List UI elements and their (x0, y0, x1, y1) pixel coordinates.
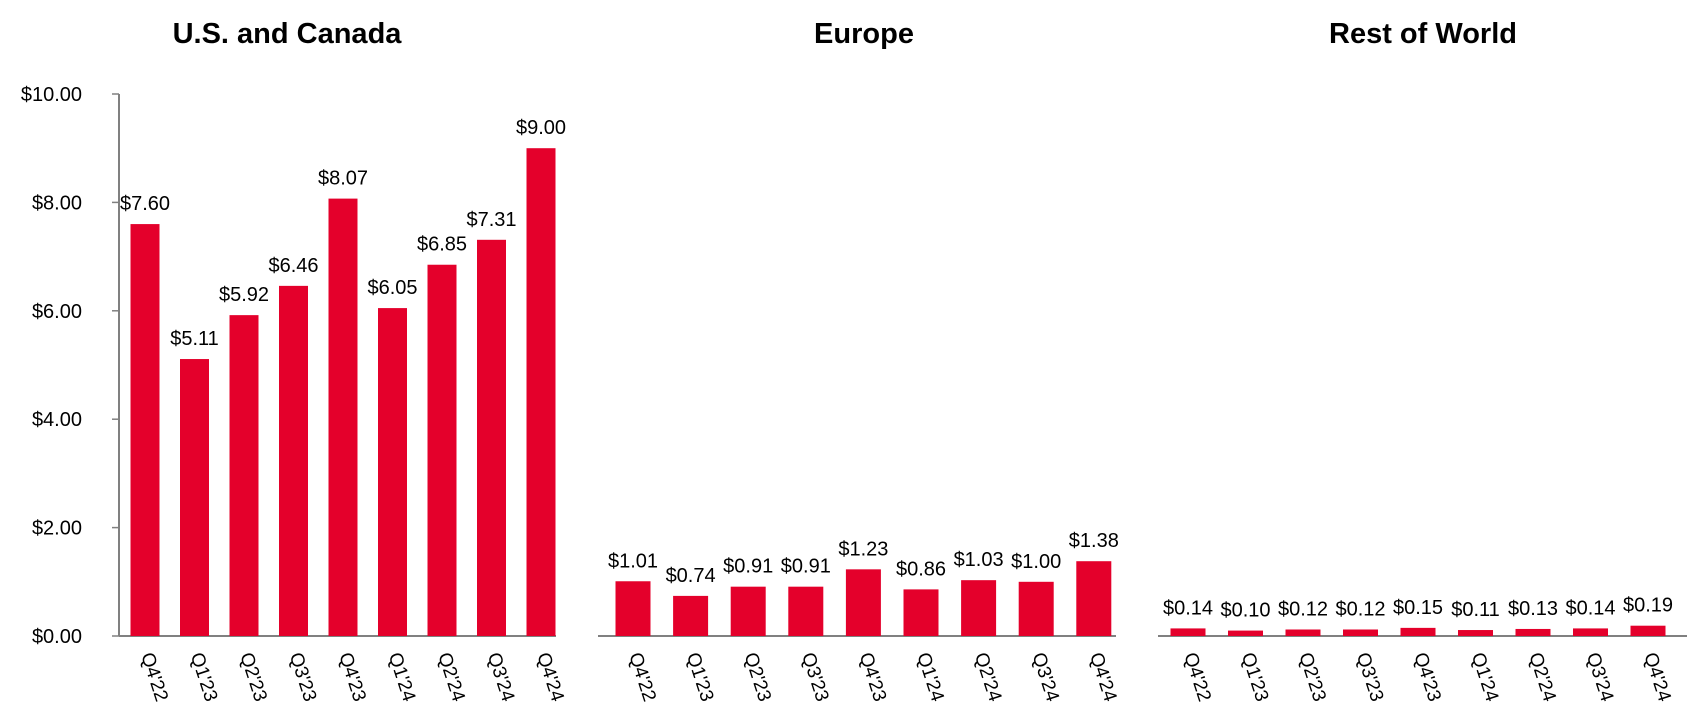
x-tick-label: Q2'23 (1294, 650, 1329, 704)
data-label: $0.12 (1278, 598, 1328, 620)
data-label: $1.38 (1069, 530, 1119, 552)
bar (1400, 627, 1436, 636)
bar (1170, 628, 1206, 636)
x-tick-label: Q1'24 (384, 650, 420, 705)
bar (1076, 561, 1112, 636)
data-label: $0.19 (1623, 595, 1673, 617)
x-tick-label: Q4'23 (334, 650, 369, 704)
x-tick-label: Q1'23 (186, 650, 221, 704)
bar (180, 359, 209, 636)
data-label: $1.00 (1011, 551, 1061, 573)
bar (615, 581, 651, 636)
x-tick-label: Q1'24 (1467, 650, 1503, 705)
y-tick-label: $0.00 (32, 626, 82, 648)
x-tick-label: Q3'23 (1352, 650, 1387, 704)
bar (1573, 628, 1608, 636)
bar (961, 580, 997, 636)
y-tick-label: $2.00 (32, 518, 82, 540)
x-tick-label: Q2'23 (739, 650, 774, 704)
bar (328, 198, 358, 636)
x-tick-label: Q4'23 (1409, 650, 1444, 704)
x-tick-label: Q3'23 (797, 650, 832, 704)
data-label: $8.07 (318, 168, 368, 190)
x-tick-label: Q4'23 (855, 650, 890, 704)
x-tick-label: Q4'22 (1179, 650, 1214, 704)
data-label: $0.14 (1565, 597, 1615, 619)
x-tick-label: Q2'24 (1524, 650, 1560, 705)
data-label: $5.11 (170, 328, 219, 350)
data-label: $9.00 (516, 117, 566, 139)
bar (1285, 629, 1321, 636)
data-label: $5.92 (219, 284, 269, 306)
data-label: $0.11 (1451, 599, 1500, 621)
x-tick-label: Q1'23 (1237, 650, 1272, 704)
bar (1630, 625, 1666, 636)
x-tick-label: Q4'24 (532, 650, 568, 705)
data-label: $0.15 (1393, 597, 1443, 619)
x-tick-label: Q4'22 (136, 650, 171, 704)
bar (229, 315, 259, 636)
data-label: $0.86 (896, 558, 946, 580)
bar (1458, 630, 1493, 636)
bar (477, 239, 506, 636)
bar (526, 148, 556, 636)
data-label: $0.91 (723, 556, 773, 578)
x-tick-label: Q3'24 (1027, 650, 1063, 705)
bar (1018, 581, 1054, 636)
data-label: $0.91 (781, 556, 831, 578)
bar (1343, 629, 1378, 636)
data-label: $6.05 (367, 277, 417, 299)
bar (130, 224, 160, 636)
x-tick-label: Q3'23 (285, 650, 320, 704)
y-tick-label: $10.00 (21, 84, 82, 106)
data-label: $0.12 (1335, 598, 1385, 620)
data-label: $7.60 (120, 193, 170, 215)
x-tick-label: Q1'23 (682, 650, 717, 704)
chart-panel-1: U.S. and Canada $7.60 Q4'22 $5.11 Q1'23 $5.92… (119, 18, 568, 705)
bar (730, 586, 766, 636)
data-label: $6.85 (417, 234, 467, 256)
x-tick-label: Q2'24 (970, 650, 1006, 705)
y-tick-label: $6.00 (32, 301, 82, 323)
chart-panel-3: Rest of World $0.14 Q4'22 $0.10 Q1'23 $0.12 Q2… (1158, 18, 1687, 705)
data-label: $0.13 (1508, 598, 1558, 620)
chart-title: Rest of World (1329, 18, 1517, 50)
chart-title: Europe (814, 18, 914, 50)
data-label: $1.23 (838, 538, 888, 560)
chart-panel-2: Europe $1.01 Q4'22 $0.74 Q1'23 $0.91 Q2'23 $0.9… (598, 18, 1121, 705)
data-label: $0.74 (666, 565, 716, 587)
data-label: $7.31 (466, 209, 516, 231)
x-tick-label: Q4'24 (1085, 650, 1121, 705)
bar (788, 586, 824, 636)
data-label: $0.10 (1220, 600, 1270, 622)
bar (673, 595, 709, 636)
y-tick-label: $8.00 (32, 192, 82, 214)
bar (378, 308, 407, 636)
data-label: $6.46 (268, 255, 318, 277)
x-tick-label: Q4'22 (624, 650, 659, 704)
chart-title: U.S. and Canada (173, 18, 403, 50)
bar (427, 264, 457, 636)
bar (1515, 628, 1551, 636)
x-tick-label: Q3'24 (1582, 650, 1618, 705)
x-tick-label: Q2'24 (433, 650, 469, 705)
bar (903, 589, 939, 636)
data-label: $0.14 (1163, 597, 1213, 619)
data-label: $1.03 (954, 549, 1004, 571)
x-tick-label: Q2'23 (235, 650, 270, 704)
bar (1228, 630, 1263, 636)
bar (845, 569, 881, 636)
y-tick-label: $4.00 (32, 409, 82, 431)
x-tick-label: Q4'24 (1639, 650, 1675, 705)
data-label: $1.01 (608, 550, 658, 572)
x-tick-label: Q1'24 (912, 650, 948, 705)
bar (279, 285, 308, 636)
x-tick-label: Q3'24 (483, 650, 519, 705)
